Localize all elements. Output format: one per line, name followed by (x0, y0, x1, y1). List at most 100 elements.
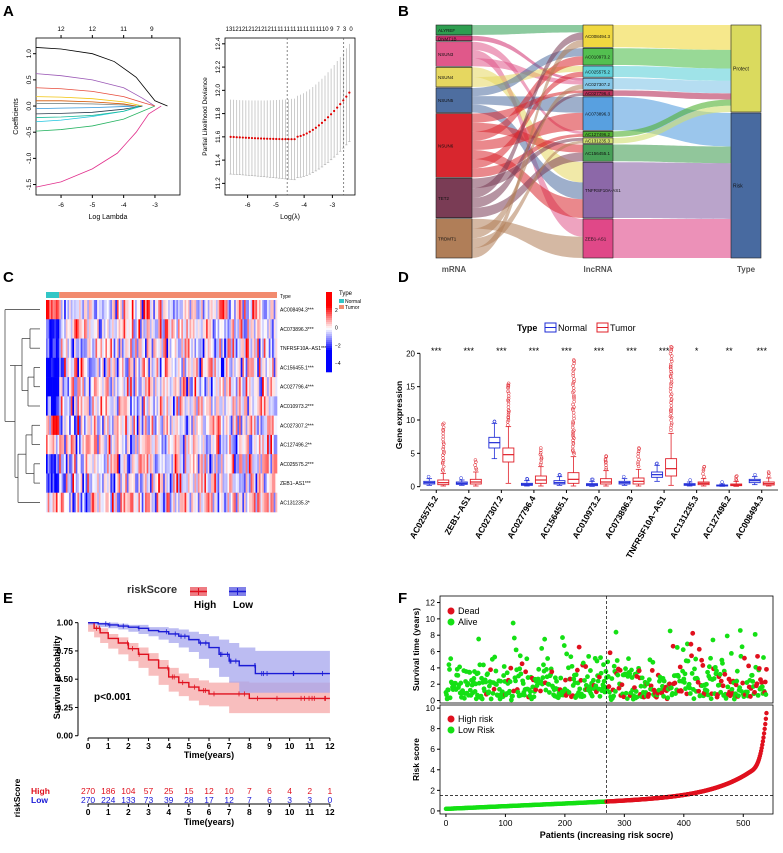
outlier-point (442, 442, 446, 446)
y-tick-label: 4 (430, 663, 435, 673)
heatmap-cell (207, 357, 210, 378)
heatmap-cell (248, 319, 251, 339)
top-tick-label: 9 (150, 26, 154, 33)
heatmap-cell (97, 454, 100, 474)
heatmap-cell (248, 454, 251, 474)
heatmap-cell (171, 454, 174, 474)
heatmap-cell (182, 415, 185, 436)
heatmap-cell (275, 492, 278, 513)
patient-point (684, 641, 690, 647)
color-key-step (326, 356, 332, 359)
heatmap-cell (270, 338, 273, 359)
heatmap-cell (67, 492, 70, 513)
heatmap-cell (49, 454, 52, 474)
heatmap-cell (207, 319, 210, 339)
heatmap-cell (47, 357, 50, 378)
heatmap-cell (154, 338, 157, 359)
heatmap-cell (224, 377, 227, 397)
outlier-point (539, 460, 543, 465)
outlier-point (572, 395, 576, 399)
heatmap-cell (92, 415, 95, 436)
sankey-node-label: AC127496.2 (585, 132, 611, 137)
heatmap-cell (206, 319, 208, 339)
patient-point (589, 693, 595, 699)
heatmap-cell (125, 473, 128, 494)
heatmap-cell (262, 473, 265, 494)
heatmap-cell (211, 473, 213, 494)
heatmap-cell (192, 434, 195, 455)
heatmap-cell (85, 300, 88, 320)
heatmap-cell (67, 319, 70, 339)
heatmap-cell (260, 357, 263, 378)
y-axis-label: Partial Likelihood Deviance (202, 77, 209, 156)
heatmap-cell (191, 396, 194, 416)
heatmap-cell (255, 357, 258, 378)
heatmap-cell (260, 396, 263, 416)
heatmap-cell (270, 357, 273, 378)
heatmap-cell (194, 492, 197, 513)
heatmap-cell (217, 434, 220, 455)
heatmap-cell (67, 396, 70, 416)
heatmap-cell (240, 377, 243, 397)
sankey-diagram: ALYREFDNMT1BNSUN3NSUN4NSUN5NSUN6TET2TRDM… (435, 24, 762, 274)
heatmap-cell (275, 415, 278, 436)
sankey-flow (613, 99, 731, 137)
heatmap-cell (112, 396, 114, 416)
heatmap-cell (225, 492, 228, 513)
heatmap-cell (245, 377, 248, 397)
heatmap-cell (79, 473, 81, 494)
sankey-flow (613, 90, 731, 100)
outlier-point (441, 464, 446, 469)
patient-point (688, 641, 694, 647)
heatmap-cell (215, 377, 218, 397)
x-tick-label: 4 (166, 807, 171, 817)
heatmap-cell (189, 300, 192, 320)
heatmap-cell (88, 415, 91, 436)
heatmap-cell (227, 338, 230, 359)
heatmap-cell (159, 434, 162, 455)
heatmap-cell (196, 357, 199, 378)
heatmap-cell (80, 396, 83, 416)
heatmap-cell (115, 415, 118, 436)
outlier-point (571, 410, 576, 415)
patient-point (733, 682, 739, 688)
heatmap-cell (163, 357, 166, 378)
x-tick-label: -3 (152, 202, 158, 209)
heatmap-cell (179, 377, 182, 397)
sankey-node (435, 218, 473, 259)
heatmap-cell (60, 434, 63, 455)
heatmap-cell (257, 492, 260, 513)
heatmap-cell (204, 454, 207, 474)
heatmap-cell (229, 415, 232, 436)
box (600, 478, 612, 485)
heatmap-cell (92, 396, 95, 416)
patient-point (729, 686, 735, 692)
heatmap-cell (141, 473, 144, 494)
outlier-point (441, 447, 445, 451)
box (567, 472, 580, 484)
heatmap-cell (229, 396, 232, 416)
y-tick-label: 2 (430, 679, 435, 689)
color-key-step (326, 350, 332, 353)
heatmap-cell (235, 377, 238, 397)
heatmap-cell (79, 300, 81, 320)
sankey-flow (472, 49, 583, 237)
heatmap-cell (131, 357, 134, 378)
heatmap-cell (47, 300, 50, 320)
sankey-flow (472, 71, 583, 169)
patient-point (736, 693, 741, 699)
heatmap-cell (65, 319, 68, 339)
heatmap-cell (95, 434, 98, 455)
heatmap-cell (154, 492, 157, 513)
heatmap-cell (125, 377, 128, 397)
risk-table-cell: 1 (328, 786, 333, 796)
patient-point (510, 620, 516, 626)
heatmap-cell (178, 492, 180, 513)
legend-label: Normal (558, 323, 587, 333)
heatmap-cell (225, 434, 228, 455)
patient-point (623, 666, 628, 672)
heatmap-cell (79, 492, 81, 513)
heatmap-cell (272, 319, 274, 339)
heatmap-cell (103, 357, 106, 378)
heatmap-cell (209, 473, 212, 494)
